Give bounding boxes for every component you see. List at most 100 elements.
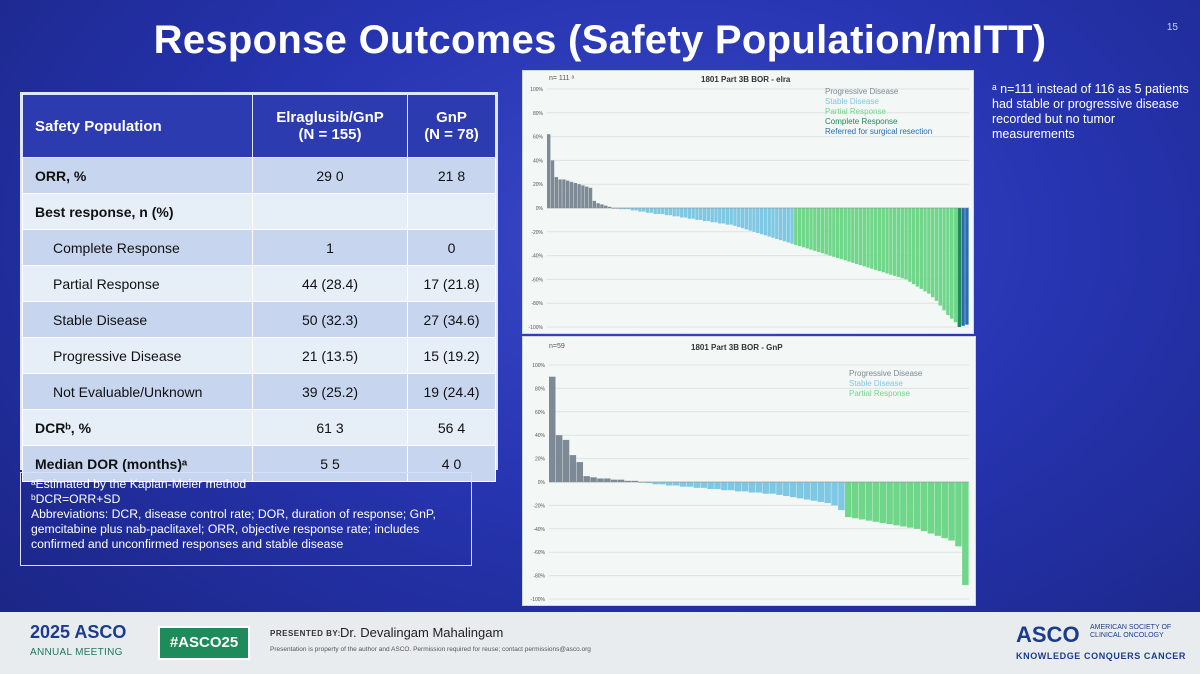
- y-tick-label: 60%: [535, 410, 546, 416]
- waterfall-bar: [630, 208, 635, 211]
- waterfall-bar: [683, 208, 688, 218]
- y-tick-label: -40%: [533, 527, 545, 533]
- chart-legend: Progressive Disease Stable Disease Partial…: [849, 369, 922, 399]
- value-gnp: 19 (24.4): [407, 373, 496, 410]
- waterfall-bar: [547, 134, 551, 208]
- footnote-a: ᵃEstimated by the Kaplan-Meier method: [31, 477, 247, 491]
- waterfall-bar: [756, 208, 760, 233]
- waterfall-bar: [623, 208, 627, 210]
- waterfall-bar: [695, 208, 699, 220]
- value-elra: 21 (13.5): [252, 337, 408, 374]
- waterfall-bar: [645, 482, 652, 484]
- waterfall-bar: [734, 482, 742, 492]
- waterfall-bar: [604, 205, 608, 208]
- waterfall-bar: [748, 482, 756, 493]
- waterfall-bar: [661, 208, 665, 214]
- y-tick-label: -80%: [531, 301, 543, 307]
- waterfall-bar: [691, 208, 695, 219]
- waterfall-bar: [843, 208, 847, 261]
- legend-entry: Partial Response: [849, 389, 910, 398]
- table-row: Partial Response 44 (28.4) 17 (21.8): [22, 265, 496, 302]
- waterfall-bar: [762, 482, 769, 494]
- waterfall-bar: [828, 208, 832, 256]
- waterfall-bar: [653, 208, 657, 214]
- waterfall-bar: [942, 208, 946, 311]
- waterfall-bar: [845, 482, 852, 518]
- y-tick-label: -60%: [531, 277, 543, 283]
- waterfall-bar: [927, 208, 931, 294]
- waterfall-bar: [778, 208, 783, 241]
- waterfall-bar: [851, 208, 855, 263]
- waterfall-svg-elra: 100% 80% 60% 40% 20% 0% -20% -40% -60% -80% -100%: [529, 87, 969, 331]
- value-gnp: 27 (34.6): [407, 301, 496, 338]
- table-row: Stable Disease 50 (32.3) 27 (34.6): [22, 301, 496, 338]
- waterfall-bar: [786, 208, 790, 243]
- waterfall-bar: [740, 208, 745, 229]
- y-tick-label: 80%: [535, 386, 546, 392]
- waterfall-bar: [835, 208, 840, 258]
- waterfall-bar: [839, 208, 844, 260]
- waterfall-bar: [858, 208, 863, 266]
- table-row: Complete Response 1 0: [22, 229, 496, 266]
- table-row: ORR, % 29 0 21 8: [22, 157, 496, 194]
- waterfall-bar: [930, 208, 935, 298]
- waterfall-svg-gnp: 100% 80% 60% 40% 20% 0% -20% -40% -60% -80% -100%: [531, 363, 969, 603]
- waterfall-bar: [769, 482, 776, 494]
- waterfall-bar: [728, 482, 735, 491]
- value-gnp: 21 8: [407, 157, 496, 194]
- legend-entry: Partial Response: [825, 107, 886, 116]
- y-tick-label: 0%: [538, 480, 546, 486]
- table-row: DCRᵇ, % 61 3 56 4: [22, 409, 496, 446]
- waterfall-bar: [907, 482, 914, 528]
- value-elra: 50 (32.3): [252, 301, 408, 338]
- waterfall-bar: [824, 208, 828, 255]
- y-tick-label: -40%: [531, 254, 543, 260]
- waterfall-bar: [755, 482, 763, 493]
- waterfall-bar: [581, 185, 585, 208]
- hashtag-badge: #ASCO25: [158, 626, 250, 660]
- waterfall-bar: [733, 208, 737, 226]
- y-tick-label: 20%: [533, 182, 544, 188]
- waterfall-bar: [900, 208, 904, 279]
- waterfall-bar: [624, 480, 632, 482]
- waterfall-bar: [569, 181, 574, 208]
- header-cell: Elraglusib/GnP (N = 155): [252, 94, 408, 158]
- waterfall-bar: [893, 482, 900, 526]
- waterfall-bar: [831, 482, 838, 506]
- disclaimer: Presentation is property of the author a…: [270, 646, 591, 653]
- waterfall-bar: [679, 482, 687, 487]
- chart-legend: Progressive Disease Stable Disease Partial…: [825, 87, 932, 137]
- waterfall-bar: [851, 482, 859, 519]
- waterfall-bar: [797, 208, 802, 247]
- waterfall-bar: [721, 208, 726, 224]
- asco-meeting-logo: 2025 ASCO: [30, 622, 127, 642]
- waterfall-bar: [796, 482, 804, 499]
- waterfall-bar: [668, 208, 673, 216]
- waterfall-bar: [955, 482, 962, 547]
- response-table: Safety Population Elraglusib/GnP (N = 15…: [20, 92, 498, 482]
- waterfall-bar: [576, 462, 584, 482]
- waterfall-bar: [600, 204, 604, 208]
- waterfall-bar: [938, 208, 942, 306]
- y-tick-label: 40%: [533, 158, 544, 164]
- waterfall-bar: [885, 208, 889, 274]
- presenter-name: Dr. Devalingam Mahalingam: [340, 625, 504, 640]
- waterfall-bar: [886, 482, 893, 525]
- waterfall-bar: [920, 482, 928, 532]
- n-label: n=59: [549, 343, 565, 350]
- waterfall-bar: [879, 482, 886, 523]
- value-gnp: [407, 193, 496, 230]
- waterfall-bar: [771, 208, 775, 238]
- waterfall-bar: [619, 208, 623, 210]
- waterfall-bar: [617, 479, 625, 482]
- row-label: ORR, %: [22, 157, 253, 194]
- legend-entry: Stable Disease: [849, 379, 903, 388]
- waterfall-bar: [934, 482, 942, 536]
- waterfall-bar: [554, 177, 559, 208]
- waterfall-bar: [854, 208, 859, 264]
- waterfall-bar: [866, 208, 870, 268]
- footnotes: ᵃEstimated by the Kaplan-Meier method ᵇD…: [20, 472, 472, 566]
- value-elra: [252, 193, 408, 230]
